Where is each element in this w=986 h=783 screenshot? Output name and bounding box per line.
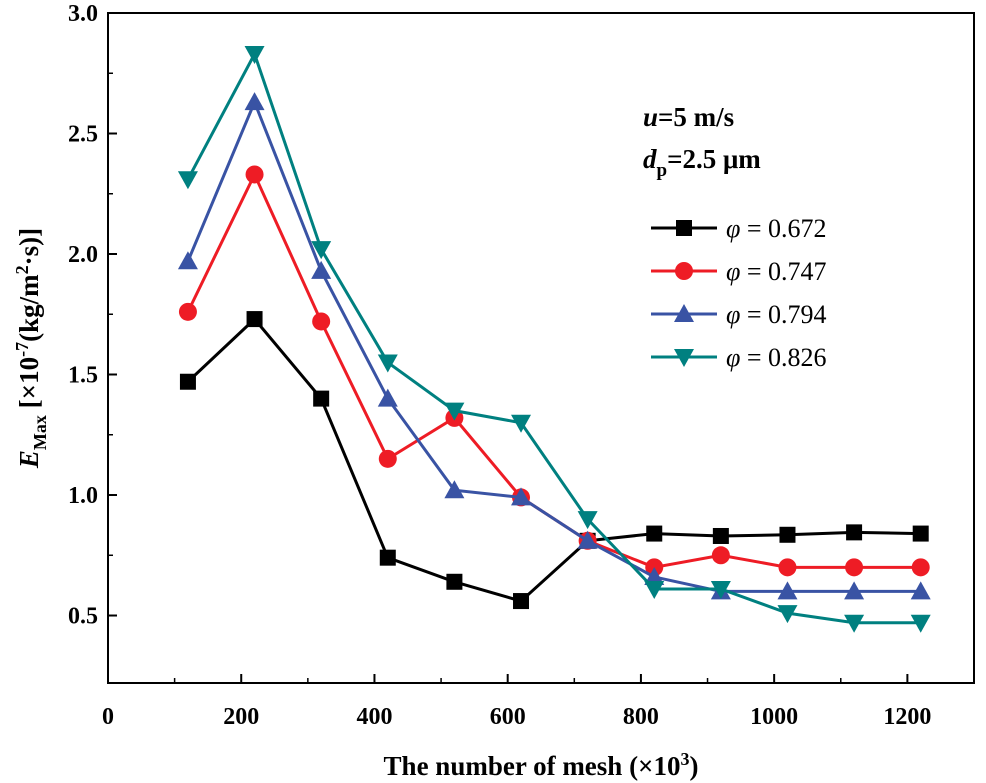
legend-label: φ = 0.672	[726, 214, 827, 243]
data-point	[712, 527, 729, 544]
data-point	[646, 525, 663, 542]
y-tick-label: 0.5	[68, 604, 98, 630]
legend: φ = 0.672 φ = 0.747 φ = 0.794 φ = 0.826	[651, 214, 827, 372]
data-point	[444, 402, 465, 421]
data-point	[379, 549, 396, 566]
data-point	[246, 311, 263, 328]
data-point	[244, 45, 265, 64]
data-point	[245, 165, 264, 184]
x-tick-label: 200	[223, 704, 259, 730]
data-point	[377, 388, 398, 407]
data-point	[244, 92, 265, 111]
legend-marker	[675, 262, 693, 280]
data-point	[845, 558, 864, 577]
data-point	[577, 511, 598, 530]
annotation-velocity: u=5 m/s	[643, 102, 734, 132]
data-point	[311, 260, 332, 279]
legend-marker	[674, 349, 694, 367]
data-point	[513, 593, 530, 610]
data-point	[177, 251, 198, 270]
x-tick-label: 400	[356, 704, 392, 730]
data-point	[179, 373, 196, 390]
data-point	[910, 581, 931, 600]
legend-label: φ = 0.826	[726, 343, 827, 372]
data-point	[511, 414, 532, 433]
y-tick-label: 2.5	[68, 122, 98, 148]
series-line	[186, 98, 921, 593]
plot-frame	[107, 12, 975, 684]
series-group	[177, 45, 931, 633]
legend-label: φ = 0.794	[726, 300, 827, 329]
series-3	[177, 45, 931, 633]
x-tick-label: 1200	[883, 704, 931, 730]
data-point	[644, 581, 665, 600]
x-tick-label: 800	[623, 704, 659, 730]
data-point	[511, 487, 532, 506]
data-point	[178, 302, 197, 321]
data-point	[177, 171, 198, 190]
x-axis-title: The number of mesh (×103)	[384, 749, 699, 781]
data-point	[446, 573, 463, 590]
data-point	[777, 605, 798, 624]
data-point	[378, 449, 397, 468]
data-point	[778, 558, 797, 577]
data-point	[912, 525, 929, 542]
y-tick-label: 3.0	[68, 1, 98, 27]
series-line	[186, 316, 921, 603]
data-point	[377, 354, 398, 373]
data-point	[779, 526, 796, 543]
x-tick-label: 0	[102, 704, 114, 730]
series-2	[177, 92, 931, 600]
legend-label: φ = 0.747	[726, 257, 827, 286]
x-tick-label: 600	[490, 704, 526, 730]
data-point	[313, 390, 330, 407]
y-tick-label: 1.5	[68, 363, 98, 389]
x-tick-label: 1000	[750, 704, 798, 730]
series-line	[186, 50, 921, 625]
data-point	[910, 614, 931, 633]
y-axis-title: EMax [×10-7(kg/m2·s)]	[12, 228, 50, 469]
legend-marker	[676, 220, 692, 236]
data-point	[846, 524, 863, 541]
data-point	[311, 241, 332, 260]
data-point	[711, 546, 730, 565]
legend-marker	[674, 304, 694, 322]
y-tick-label: 1.0	[68, 483, 98, 509]
data-point	[710, 581, 731, 600]
annotation-diameter: dp=2.5 μm	[643, 144, 761, 181]
data-point	[844, 581, 865, 600]
data-point	[444, 480, 465, 499]
axis-ticks: 0 200 400 600 800 1000 1200 0.5 1.0 1.5 2.0 2.5 3.0	[68, 1, 931, 730]
y-tick-label: 2.0	[68, 242, 98, 268]
data-point	[577, 530, 598, 549]
data-point	[911, 558, 930, 577]
data-point	[312, 312, 331, 331]
data-point	[777, 581, 798, 600]
data-point	[644, 566, 665, 585]
data-point	[844, 614, 865, 633]
